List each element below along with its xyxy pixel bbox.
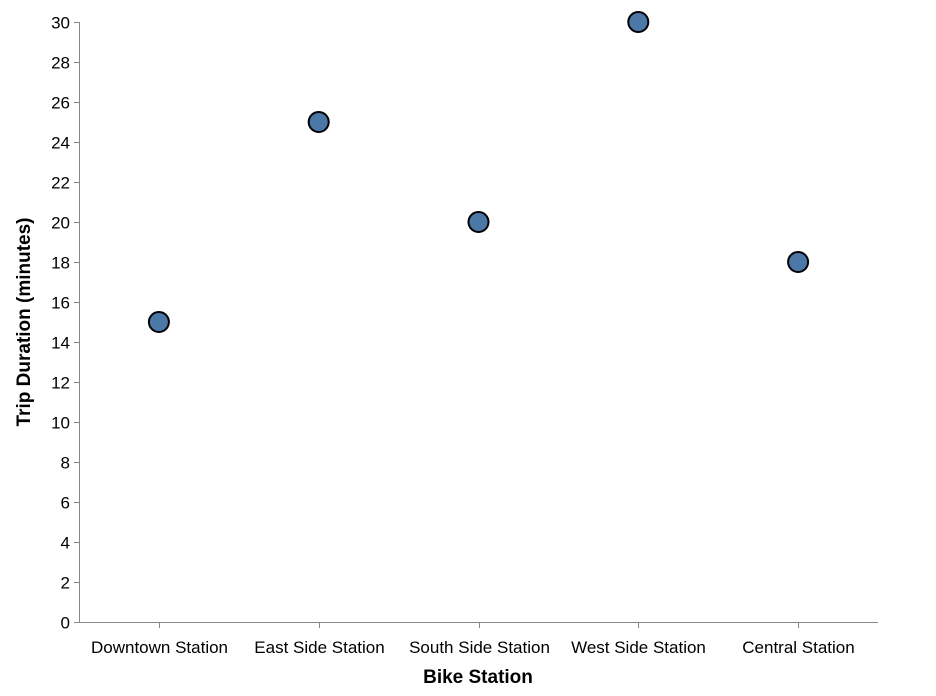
data-point — [147, 311, 170, 333]
x-tick-label: West Side Station — [571, 638, 706, 657]
data-point — [467, 211, 490, 233]
y-tick-label: 16 — [51, 294, 70, 313]
y-tick-label: 30 — [51, 14, 70, 33]
y-tick-label: 14 — [51, 334, 70, 353]
data-point — [787, 251, 810, 273]
x-axis-title: Bike Station — [423, 667, 533, 688]
y-tick-label: 0 — [61, 614, 70, 633]
y-tick-label: 12 — [51, 374, 70, 393]
y-tick-label: 8 — [61, 454, 70, 473]
x-tick-label: South Side Station — [409, 638, 550, 657]
data-point — [627, 11, 650, 33]
x-tick-label: East Side Station — [254, 638, 384, 657]
y-tick-label: 6 — [61, 494, 70, 513]
y-tick-label: 20 — [51, 214, 70, 233]
y-tick-label: 10 — [51, 414, 70, 433]
y-tick-label: 28 — [51, 54, 70, 73]
y-tick-label: 26 — [51, 94, 70, 113]
x-tick-label: Downtown Station — [91, 638, 228, 657]
y-tick-label: 2 — [61, 574, 70, 593]
y-tick-label: 22 — [51, 174, 70, 193]
y-axis-title: Trip Duration (minutes) — [14, 218, 35, 427]
x-axis: Downtown Station East Side Station South S… — [79, 622, 878, 657]
y-tick-label: 4 — [61, 534, 70, 553]
data-point — [307, 111, 330, 133]
x-tick-label: Central Station — [742, 638, 854, 657]
y-tick-label: 24 — [51, 134, 70, 153]
data-points — [147, 11, 810, 333]
y-tick-label: 18 — [51, 254, 70, 273]
